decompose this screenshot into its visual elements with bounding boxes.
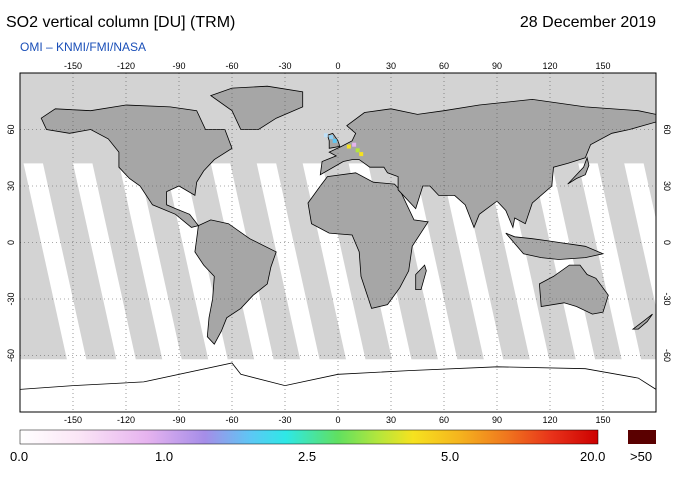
lon-tick-top: 150 (595, 61, 610, 71)
lon-tick-bottom: -150 (64, 415, 82, 425)
orbit-swath (118, 163, 189, 390)
antarctica-landmass (20, 362, 656, 412)
lon-tick-bottom: -90 (172, 415, 185, 425)
lon-tick-bottom: -30 (278, 415, 291, 425)
lon-tick-top: 120 (542, 61, 557, 71)
lon-tick-top: 0 (335, 61, 340, 71)
map-frame (19, 72, 657, 413)
lon-tick-bottom: 150 (595, 415, 610, 425)
lon-tick-top: -30 (278, 61, 291, 71)
lat-tick-left: -60 (6, 349, 16, 362)
lon-tick-bottom: 90 (492, 415, 502, 425)
south-america-landmass (194, 219, 277, 345)
lon-tick-top: -60 (225, 61, 238, 71)
lon-tick-bottom: -60 (225, 415, 238, 425)
so2-spot (323, 133, 328, 138)
lon-tick-bottom: -120 (117, 415, 135, 425)
lon-tick-bottom: 60 (439, 415, 449, 425)
orbit-swath (256, 163, 327, 390)
colorbar-label-1: 1.0 (155, 449, 174, 464)
lon-tick-top: -90 (172, 61, 185, 71)
japan-landmass (567, 156, 590, 185)
lat-tick-right: 60 (662, 124, 672, 134)
so2-spot (352, 142, 357, 147)
lon-tick-bottom: 120 (542, 415, 557, 425)
orbit-swath (23, 163, 93, 390)
orbit-swath (440, 163, 510, 390)
colorbar-label-3: 5.0 (441, 449, 460, 464)
lat-tick-left: 30 (6, 181, 16, 191)
orbit-swath (624, 163, 656, 308)
colorbar-label-0: 0.0 (10, 449, 29, 464)
map-title: SO2 vertical column [DU] (TRM) (6, 14, 236, 31)
continents (20, 85, 656, 412)
so2-spot (329, 135, 334, 140)
so2-spot (355, 148, 360, 153)
orbit-swath (73, 163, 143, 390)
lat-tick-right: -30 (662, 292, 672, 305)
lon-tick-top: 60 (439, 61, 449, 71)
so2-emission-spots (323, 133, 364, 157)
lat-tick-right: -60 (662, 349, 672, 362)
lon-tick-bottom: 30 (386, 415, 396, 425)
colorbar-label-2: 2.5 (298, 449, 317, 464)
lon-tick-top: 30 (386, 61, 396, 71)
data-credit: OMI – KNMI/FMI/NASA (20, 40, 147, 54)
lat-tick-left: 0 (6, 240, 16, 245)
lat-tick-left: -30 (6, 292, 16, 305)
lon-tick-bottom: 0 (335, 415, 340, 425)
colorbar-label-5: >50 (630, 449, 653, 464)
so2-spot (332, 138, 337, 143)
lat-tick-right: 30 (662, 181, 672, 191)
lon-tick-top: -120 (117, 61, 135, 71)
lat-tick-right: 0 (662, 240, 672, 245)
lon-tick-top: -150 (64, 61, 82, 71)
lon-tick-top: 90 (492, 61, 502, 71)
graticule (20, 73, 656, 412)
map-date: 28 December 2019 (519, 14, 656, 31)
colorbar-gradient (19, 429, 599, 445)
so2-spot (359, 152, 364, 157)
colorbar-overflow-swatch (628, 430, 656, 444)
australia-landmass (538, 264, 609, 315)
colorbar-label-4: 20.0 (580, 449, 606, 464)
lat-tick-left: 60 (6, 124, 16, 134)
madagascar-landmass (415, 264, 427, 290)
north-america-landmass (40, 104, 233, 228)
so2-spot (346, 144, 351, 149)
orbit-swath (578, 163, 648, 390)
orbit-swath (486, 163, 556, 390)
africa-landmass (307, 172, 429, 309)
eurasia-landmass (319, 98, 656, 229)
new-zealand-landmass (631, 313, 653, 330)
